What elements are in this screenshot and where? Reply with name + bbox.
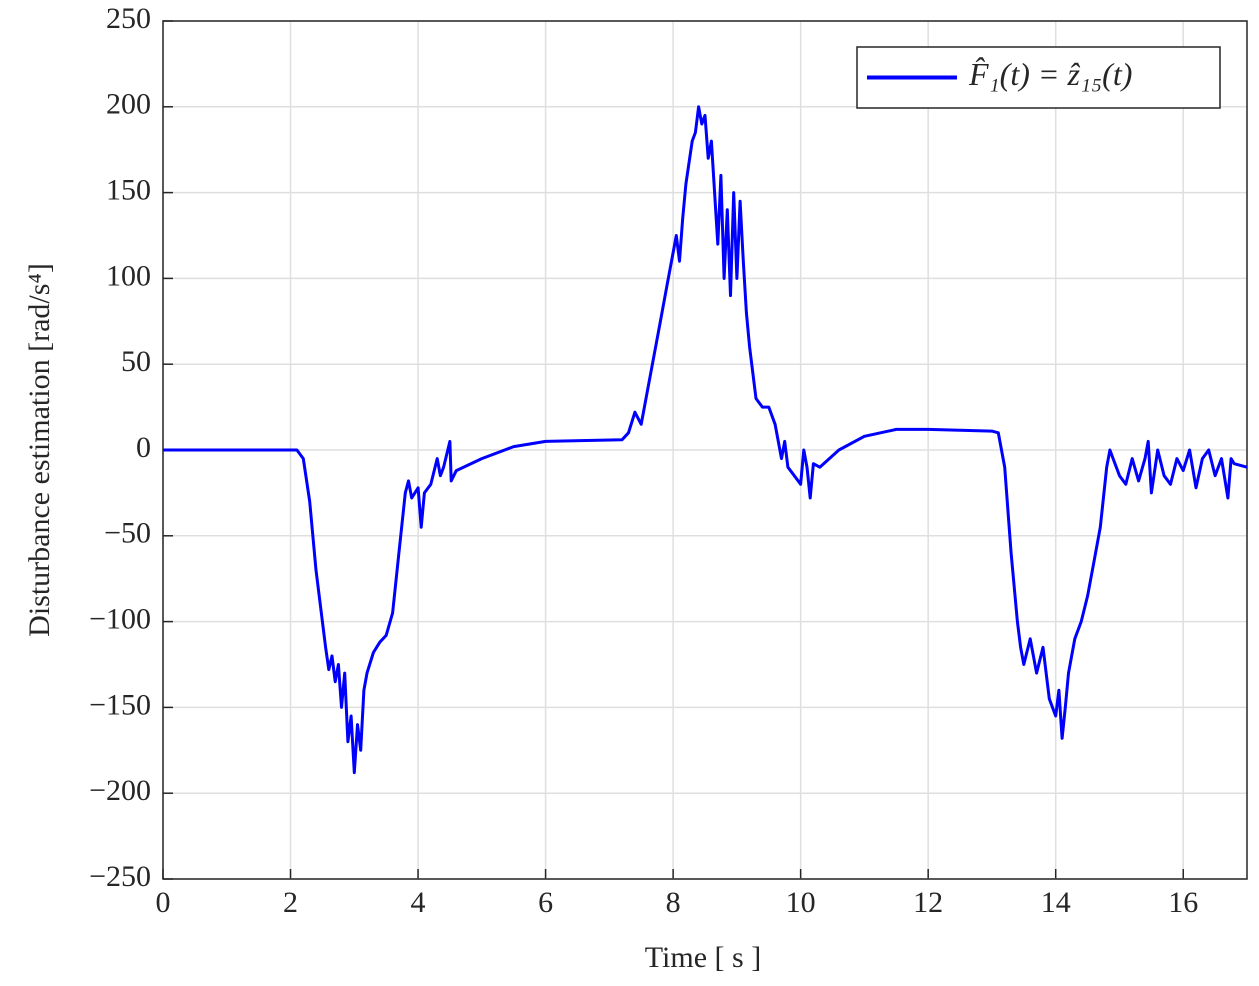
y-tick-label: 0 — [136, 431, 151, 464]
x-tick-label: 14 — [1041, 886, 1071, 919]
y-tick-label: 250 — [106, 2, 151, 35]
x-tick-label: 2 — [283, 886, 298, 919]
y-tick-label: −200 — [89, 774, 151, 807]
y-tick-label: −250 — [89, 860, 151, 893]
data-line — [163, 105, 1248, 775]
x-tick-label: 0 — [156, 886, 171, 919]
y-axis-label: Disturbance estimation [rad/s⁴] — [23, 263, 56, 637]
y-tick-label: −100 — [89, 602, 151, 635]
y-tick-label: 100 — [106, 259, 151, 292]
x-tick-label: 8 — [666, 886, 681, 919]
x-tick-label: 12 — [913, 886, 943, 919]
x-tick-label: 16 — [1168, 886, 1198, 919]
legend-label: F̂₁(t) = ẑ₁₅(t) — [968, 56, 1132, 92]
y-tick-label: −150 — [89, 688, 151, 721]
x-axis-label: Time [ s ] — [645, 941, 761, 974]
y-tick-label: −50 — [104, 517, 151, 550]
x-tick-label: 4 — [411, 886, 426, 919]
x-tick-label: 10 — [786, 886, 816, 919]
y-tick-label: 200 — [106, 88, 151, 121]
x-tick-label: 6 — [538, 886, 553, 919]
y-tick-label: 50 — [121, 345, 151, 378]
y-tick-label: 150 — [106, 173, 151, 206]
